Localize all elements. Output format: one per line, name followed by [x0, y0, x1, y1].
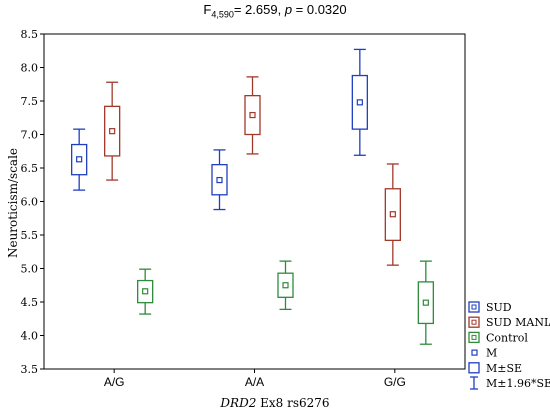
mean-marker: [249, 111, 256, 119]
x-tick-label: A/G: [104, 375, 125, 389]
x-tick-label: G/G: [384, 375, 406, 389]
mean-marker: [282, 282, 289, 289]
title-f-value: = 2.659,: [233, 2, 285, 17]
legend-label-sud-mania: SUD MANIA: [486, 316, 550, 329]
y-axis-label: Neuroticism/scale: [6, 148, 20, 258]
mean-marker: [142, 288, 149, 295]
y-tick-label: 7.0: [21, 129, 39, 142]
box-sud-AG: [71, 128, 88, 191]
y-tick-label: 6.0: [21, 196, 39, 209]
box-sud-GG: [351, 48, 368, 156]
y-tick-label: 8.0: [21, 62, 39, 75]
x-axis-label: DRD2 Ex8 rs6276: [219, 396, 329, 410]
y-tick-label: 3.5: [21, 363, 39, 376]
box-sud-mania-AG: [104, 81, 121, 181]
title-p-value: = 0.0320: [292, 2, 347, 17]
legend-swatch-inner: [471, 319, 477, 325]
mean-marker: [389, 211, 396, 218]
y-tick-label: 7.5: [21, 95, 39, 108]
x-axis-label-gene: DRD2: [219, 396, 256, 410]
legend-label-mean: M: [486, 347, 497, 360]
title-p-symbol: p: [284, 2, 293, 17]
legend-label-ci: M±1.96*SE: [486, 377, 550, 390]
y-tick-label: 4.5: [21, 296, 39, 309]
box-sud-AA: [211, 149, 228, 211]
legend-label-control: Control: [486, 331, 528, 344]
mean-marker: [216, 176, 223, 184]
plot-frame: [43, 33, 466, 370]
x-axis-label-rest: Ex8 rs6276: [256, 396, 329, 410]
box-control-AG: [137, 268, 154, 315]
y-tick-label: 5.5: [21, 229, 39, 242]
mean-marker: [76, 156, 83, 163]
legend: SUD SUD MANIA Control M M±SE M±1.96*SE: [468, 301, 550, 390]
mean-marker: [356, 99, 363, 106]
title-f-symbol: F: [203, 2, 212, 17]
box-control-AA: [277, 260, 294, 311]
mean-marker: [422, 299, 429, 306]
title-df: 4,590: [211, 9, 234, 20]
y-tick-label: 4.0: [21, 330, 39, 343]
chart-title: F4,590= 2.659, p = 0.0320: [0, 2, 550, 20]
box-control-GG: [417, 260, 434, 345]
x-tick-label: A/A: [245, 375, 264, 389]
y-tick-label: 8.5: [21, 28, 39, 41]
legend-label-sud: SUD: [486, 301, 512, 314]
y-tick-label: 6.5: [21, 162, 39, 175]
legend-se-symbol: [468, 362, 480, 374]
legend-mean-symbol: [471, 349, 478, 356]
mean-marker: [109, 128, 116, 135]
box-sud-mania-GG: [384, 163, 401, 266]
y-tick-label: 5.0: [21, 263, 39, 276]
box-sud-mania-AA: [244, 76, 261, 155]
legend-swatch-inner: [471, 334, 477, 340]
legend-label-se: M±SE: [486, 362, 522, 375]
legend-swatch-inner: [471, 304, 477, 310]
